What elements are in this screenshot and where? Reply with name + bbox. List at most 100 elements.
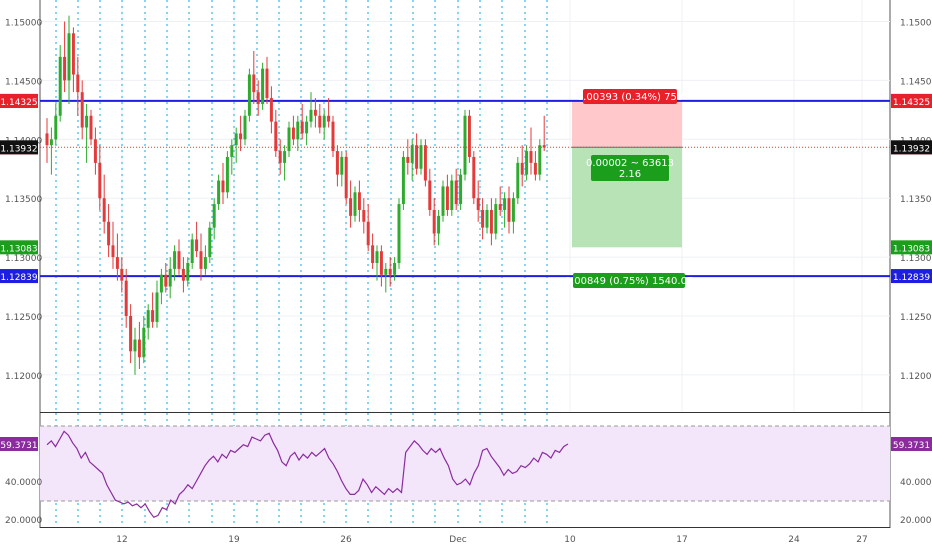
- osc-current-badge: [891, 437, 932, 451]
- osc-tick-right: 40.0000: [900, 478, 932, 488]
- osc-current-badge-text: 59.3731: [0, 441, 37, 451]
- candle-body: [344, 156, 348, 199]
- price-badge-2-badge: [0, 240, 38, 255]
- candle-body: [217, 180, 221, 205]
- candle-body: [445, 186, 449, 210]
- candle-body: [503, 198, 507, 210]
- candle-body: [489, 209, 493, 234]
- candle-body: [362, 209, 366, 222]
- candle-body: [67, 33, 71, 81]
- candle-body: [410, 145, 414, 163]
- candle-body: [159, 274, 163, 293]
- price-tick-right: 1.14500: [900, 77, 932, 87]
- candle-body: [261, 68, 265, 104]
- price-tick-right: 1.13500: [900, 195, 932, 205]
- time-tick: 17: [676, 535, 687, 545]
- time-tick: 26: [340, 535, 352, 545]
- osc-current-badge-text: 59.3731: [893, 441, 930, 451]
- candle-body: [85, 115, 89, 128]
- time-tick: 24: [788, 535, 800, 545]
- candle-body: [45, 133, 49, 146]
- candle-body: [76, 74, 80, 93]
- time-tick: 12: [116, 535, 127, 545]
- candle-body: [120, 268, 124, 281]
- candle-body: [322, 115, 326, 128]
- price-badge-0-badge-text: 1.14325: [893, 98, 930, 108]
- candle-body: [102, 198, 106, 222]
- candle-body: [98, 162, 102, 199]
- candle-body: [520, 162, 524, 175]
- price-badge-0-badge: [891, 94, 932, 109]
- osc-tick-left: 20.0000: [5, 516, 42, 526]
- candle-body: [230, 145, 234, 157]
- candle-body: [525, 151, 529, 175]
- candle-body: [450, 180, 454, 210]
- candle-body: [71, 33, 75, 75]
- candle-body: [357, 192, 361, 210]
- candle-body: [212, 204, 216, 228]
- candle-body: [111, 245, 115, 258]
- candle-body: [291, 127, 295, 140]
- candle-body: [542, 145, 546, 148]
- candle-body: [305, 121, 309, 134]
- candle-body: [225, 156, 229, 193]
- candle-body: [269, 98, 273, 122]
- candle-body: [432, 209, 436, 234]
- candle-body: [146, 310, 150, 328]
- candle-body: [93, 139, 97, 163]
- candle-body: [516, 162, 520, 199]
- candle-body: [331, 121, 335, 152]
- price-tick-right: 1.12000: [900, 372, 932, 382]
- center-label: 0.00002 ~ 63613 2.16: [586, 155, 674, 181]
- candle-body: [287, 127, 291, 152]
- level-1-badge-text: 1.12839: [893, 273, 930, 283]
- candle-body: [203, 257, 207, 269]
- candle-body: [476, 198, 480, 210]
- candle-body: [283, 151, 287, 163]
- candle-body: [107, 221, 111, 246]
- candle-body: [467, 115, 471, 157]
- price-badge-0-badge-text: 1.14325: [0, 98, 37, 108]
- time-tick: Dec: [449, 535, 466, 545]
- candle-body: [58, 56, 62, 116]
- price-tick-left: 1.12000: [5, 372, 42, 382]
- candle-body: [371, 245, 375, 263]
- candle-body: [300, 121, 304, 134]
- price-axis[interactable]: 1.150001.150001.145001.145001.140001.140…: [0, 19, 932, 527]
- candle-body: [234, 133, 238, 146]
- candle-body: [190, 239, 194, 263]
- horizontal-levels[interactable]: [40, 99, 890, 278]
- price-badge-2-badge-text: 1.13083: [893, 244, 930, 254]
- candle-body: [243, 115, 247, 140]
- candle-body: [459, 174, 463, 205]
- time-tick: 19: [228, 535, 240, 545]
- price-tick-left: 1.15000: [5, 19, 42, 29]
- candle-body: [239, 133, 243, 140]
- price-tick-left: 1.14500: [5, 77, 42, 87]
- price-tick-left: 1.13000: [5, 254, 42, 264]
- price-tick-right: 1.13000: [900, 254, 932, 264]
- candle-body: [327, 115, 331, 122]
- candle-body: [349, 198, 353, 216]
- candle-body: [309, 109, 313, 122]
- candle-body: [247, 74, 251, 116]
- candle-body: [538, 145, 542, 175]
- candle-body: [274, 121, 278, 152]
- osc-current-badge: [0, 437, 38, 451]
- candle-body: [388, 268, 392, 275]
- candle-body: [221, 180, 225, 193]
- candle-body: [397, 204, 401, 263]
- candle-body: [437, 215, 441, 234]
- price-badge-0-badge: [0, 94, 38, 109]
- level-1-badge: [0, 269, 38, 284]
- candle-body: [481, 209, 485, 228]
- candle-body: [256, 92, 260, 104]
- candle-body: [63, 56, 67, 81]
- stop-loss-zone[interactable]: [572, 100, 682, 148]
- time-axis[interactable]: 12 19 26 Dec 10 17 24 27: [116, 535, 867, 545]
- candle-body: [507, 198, 511, 222]
- candle-body: [54, 115, 58, 140]
- candle-body: [173, 251, 177, 269]
- candle-body: [177, 251, 181, 269]
